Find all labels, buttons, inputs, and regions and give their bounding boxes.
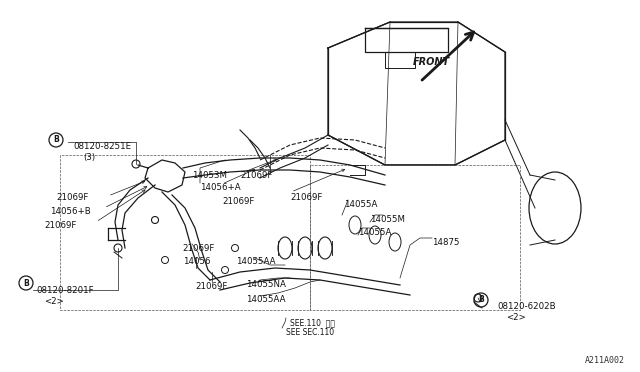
Text: FRONT: FRONT <box>413 57 450 67</box>
Text: 14055A: 14055A <box>344 200 378 209</box>
Text: 08120-8251E: 08120-8251E <box>73 142 131 151</box>
Text: B: B <box>23 279 29 288</box>
Text: 21069F: 21069F <box>56 193 88 202</box>
Text: 14053M: 14053M <box>192 171 227 180</box>
Text: 21069F: 21069F <box>240 171 273 180</box>
Text: 08120-6202B: 08120-6202B <box>497 302 556 311</box>
Text: 21069F: 21069F <box>222 197 254 206</box>
Text: SEE SEC.110: SEE SEC.110 <box>286 328 334 337</box>
Text: A211A002: A211A002 <box>585 356 625 365</box>
Text: B: B <box>53 135 59 144</box>
Text: 14056+B: 14056+B <box>50 207 91 216</box>
Text: B: B <box>478 295 484 305</box>
Text: SEE.110  参照: SEE.110 参照 <box>290 318 335 327</box>
Text: 14055NA: 14055NA <box>246 280 286 289</box>
Text: 14055AA: 14055AA <box>236 257 275 266</box>
Text: 14055AA: 14055AA <box>246 295 285 304</box>
Text: <2>: <2> <box>44 297 64 306</box>
Text: 14875: 14875 <box>432 238 460 247</box>
Text: 14056: 14056 <box>183 257 211 266</box>
Text: 21069F: 21069F <box>182 244 214 253</box>
Text: 21069F: 21069F <box>290 193 323 202</box>
Text: (3): (3) <box>83 153 95 162</box>
Text: 08120-8201F: 08120-8201F <box>36 286 93 295</box>
Text: 14055A: 14055A <box>358 228 392 237</box>
Text: <2>: <2> <box>506 313 525 322</box>
Text: 14056+A: 14056+A <box>200 183 241 192</box>
Text: 21069F: 21069F <box>195 282 227 291</box>
Text: 21069F: 21069F <box>44 221 76 230</box>
Text: 14055M: 14055M <box>370 215 405 224</box>
